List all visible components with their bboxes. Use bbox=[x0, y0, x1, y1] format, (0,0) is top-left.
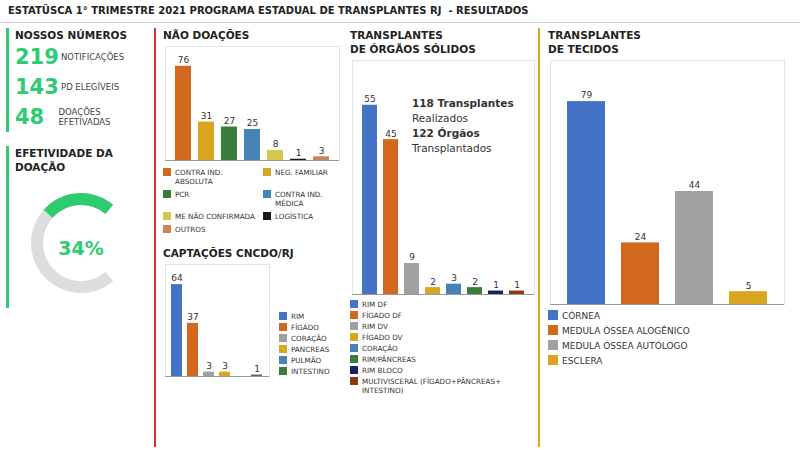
svg-text:9: 9 bbox=[409, 252, 415, 262]
svg-text:55: 55 bbox=[364, 94, 375, 104]
html-text:ME NÃO CONFIRMADA: ME NÃO CONFIRMADA bbox=[175, 212, 255, 221]
html-text:CAPTAÇÕES CNCDO/RJ: CAPTAÇÕES CNCDO/RJ bbox=[163, 247, 294, 259]
svg-text:5: 5 bbox=[746, 281, 752, 291]
svg-text:37: 37 bbox=[187, 312, 198, 322]
html-text:118 Transplantes: 118 Transplantes bbox=[412, 97, 514, 109]
html-text:Transplantados: Transplantados bbox=[412, 142, 492, 154]
svg-text:1: 1 bbox=[254, 364, 260, 374]
html-text:MULTIVISCERAL (FÍGADO+PÂNCREAS: MULTIVISCERAL (FÍGADO+PÂNCREAS+ INTESTIN… bbox=[362, 377, 501, 395]
html-text:PULMÃO: PULMÃO bbox=[291, 356, 322, 365]
svg-text:44: 44 bbox=[689, 180, 701, 190]
html-text:CORAÇÃO: CORAÇÃO bbox=[291, 334, 327, 343]
html-text:CÓRNEA: CÓRNEA bbox=[562, 311, 601, 321]
svg-text:1: 1 bbox=[514, 280, 520, 290]
html-text:DE ÓRGÃOS SÓLIDOS: DE ÓRGÃOS SÓLIDOS bbox=[350, 43, 476, 55]
html-text:CONTRA IND. ABSOLUTA: CONTRA IND. ABSOLUTA bbox=[175, 168, 223, 186]
html-text:NOSSOS NÚMEROS: NOSSOS NÚMEROS bbox=[15, 29, 127, 41]
svg-text:2: 2 bbox=[430, 276, 436, 286]
html-text:DE TECIDOS: DE TECIDOS bbox=[548, 43, 619, 55]
svg-text:34%: 34% bbox=[58, 237, 103, 259]
svg-text:1: 1 bbox=[296, 148, 302, 158]
html-text:TRANSPLANTES: TRANSPLANTES bbox=[350, 29, 443, 41]
html-text:RIM/PÂNCREAS: RIM/PÂNCREAS bbox=[362, 355, 416, 364]
svg-text:1: 1 bbox=[493, 280, 499, 290]
html-text:INTESTINO: INTESTINO bbox=[291, 367, 330, 376]
html-text:RIM DV: RIM DV bbox=[362, 322, 388, 331]
svg-text:3: 3 bbox=[206, 361, 212, 371]
html-text:FÍGADO: FÍGADO bbox=[291, 323, 319, 332]
html-text:NÃO DOAÇÕES: NÃO DOAÇÕES bbox=[163, 29, 250, 41]
html-text:DOAÇÕES EFETIVADAS: DOAÇÕES EFETIVADAS bbox=[58, 107, 111, 127]
svg-text:64: 64 bbox=[171, 273, 183, 283]
html-text:PD ELEGÍVEIS: PD ELEGÍVEIS bbox=[61, 82, 119, 92]
svg-text:3: 3 bbox=[319, 146, 325, 156]
svg-text:25: 25 bbox=[247, 118, 258, 128]
html-text:FÍGADO DF: FÍGADO DF bbox=[362, 311, 402, 320]
html-text:PCR: PCR bbox=[175, 190, 190, 199]
html-text:PANCREAS: PANCREAS bbox=[291, 345, 330, 354]
html-text:MEDULA ÓSSEA ALOGÊNICO: MEDULA ÓSSEA ALOGÊNICO bbox=[562, 326, 690, 336]
html-text:CORAÇÃO: CORAÇÃO bbox=[362, 344, 398, 353]
html-text:219: 219 bbox=[15, 45, 59, 69]
html-text:CONTRA IND. MÉDICA: CONTRA IND. MÉDICA bbox=[275, 190, 323, 208]
svg-text:45: 45 bbox=[385, 129, 396, 139]
html-text:ESTATÜSCA 1° TRIMESTRE 2021 PR: ESTATÜSCA 1° TRIMESTRE 2021 PROGRAMA EST… bbox=[8, 5, 529, 16]
html-text:143: 143 bbox=[15, 75, 59, 99]
svg-text:8: 8 bbox=[273, 139, 279, 149]
svg-text:3: 3 bbox=[222, 361, 228, 371]
svg-text:24: 24 bbox=[635, 232, 647, 242]
html-text:NEG. FAMILIAR: NEG. FAMILIAR bbox=[275, 168, 328, 177]
html-text:48: 48 bbox=[15, 105, 45, 129]
html-text:RIM DF: RIM DF bbox=[362, 300, 388, 309]
svg-text:27: 27 bbox=[224, 116, 235, 126]
svg-text:3: 3 bbox=[451, 273, 457, 283]
svg-text:31: 31 bbox=[201, 111, 212, 121]
svg-text:2: 2 bbox=[472, 276, 478, 286]
html-text:MEDULA ÓSSEA AUTÓLOGO: MEDULA ÓSSEA AUTÓLOGO bbox=[562, 341, 688, 351]
html-text:LOGÍSTICA: LOGÍSTICA bbox=[275, 212, 314, 221]
html-text:ESCLERA: ESCLERA bbox=[562, 356, 603, 366]
svg-text:76: 76 bbox=[178, 55, 190, 65]
html-text:122 Órgãos: 122 Órgãos bbox=[412, 127, 480, 139]
html-text:EFETIVIDADE DA DOAÇÃO: EFETIVIDADE DA DOAÇÃO bbox=[15, 147, 113, 173]
html-text:Realizados: Realizados bbox=[412, 112, 469, 124]
html-text:NOTIFICAÇÕES: NOTIFICAÇÕES bbox=[61, 52, 125, 62]
html-text:OUTROS: OUTROS bbox=[175, 225, 206, 234]
html-text:RIM BLOCO: RIM BLOCO bbox=[362, 366, 403, 375]
html-text:FÍGADO DV: FÍGADO DV bbox=[362, 333, 403, 342]
svg-text:79: 79 bbox=[581, 90, 593, 100]
html-text:RIM: RIM bbox=[291, 312, 305, 321]
html-text:TRANSPLANTES: TRANSPLANTES bbox=[548, 29, 641, 41]
